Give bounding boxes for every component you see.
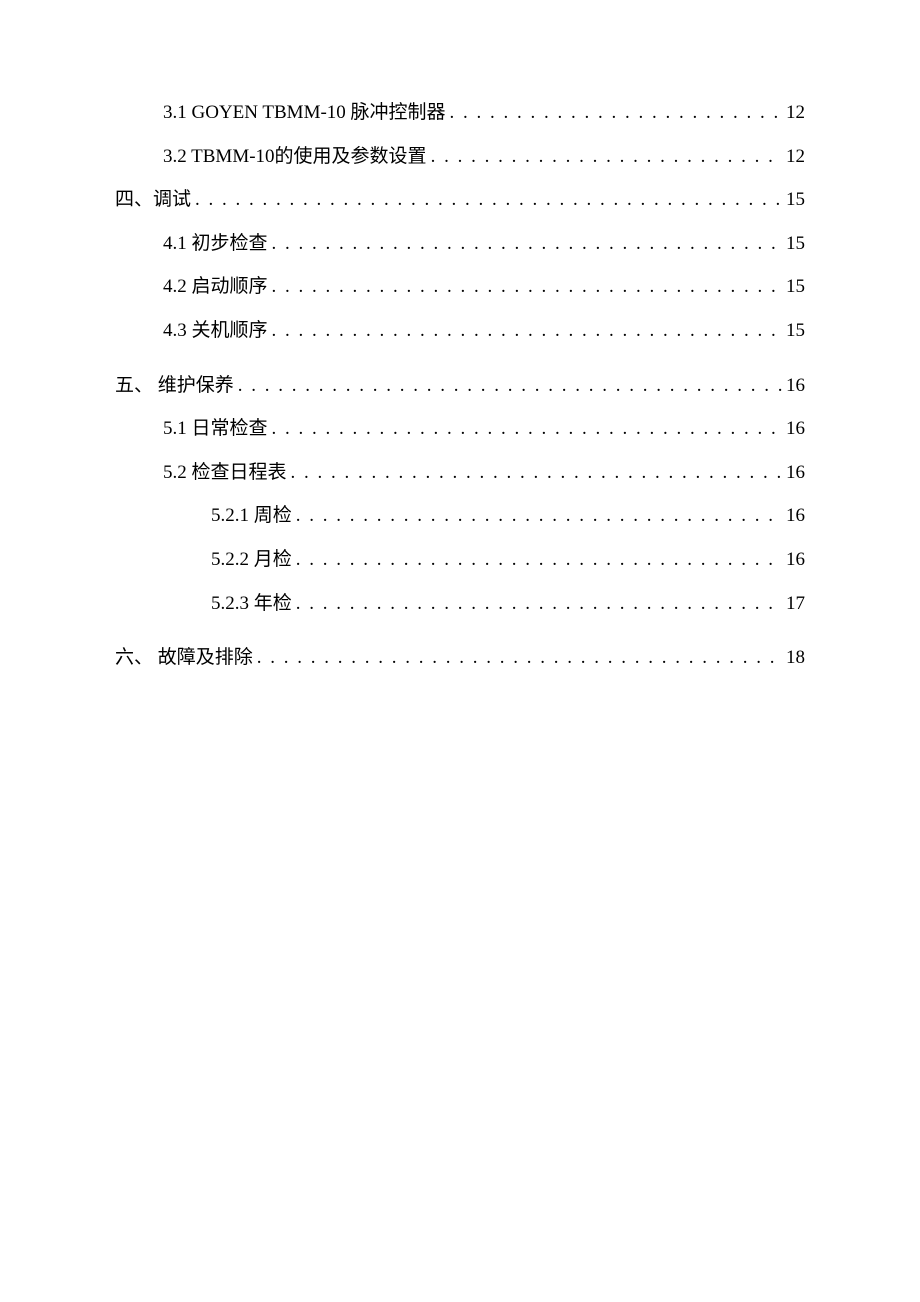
toc-page-number: 16: [786, 460, 805, 487]
table-of-contents: 3.1 GOYEN TBMM-10 脉冲控制器. . . . . . . . .…: [115, 100, 805, 672]
toc-label: 4.2 启动顺序: [163, 274, 268, 301]
toc-label: 六、 故障及排除: [115, 645, 253, 672]
toc-label: 4.1 初步检查: [163, 231, 268, 258]
toc-page-number: 18: [786, 645, 805, 672]
toc-page-number: 16: [786, 416, 805, 443]
toc-dot-leader: . . . . . . . . . . . . . . . . . . . . …: [450, 100, 782, 127]
toc-dot-leader: . . . . . . . . . . . . . . . . . . . . …: [238, 373, 782, 400]
toc-dot-leader: . . . . . . . . . . . . . . . . . . . . …: [272, 318, 782, 345]
toc-entry: 5.2.2 月检. . . . . . . . . . . . . . . . …: [211, 547, 805, 574]
toc-label: 4.3 关机顺序: [163, 318, 268, 345]
toc-label: 四、调试: [115, 187, 191, 214]
toc-entry: 五、 维护保养. . . . . . . . . . . . . . . . .…: [115, 373, 805, 400]
toc-entry: 4.2 启动顺序. . . . . . . . . . . . . . . . …: [163, 274, 805, 301]
toc-entry: 4.3 关机顺序. . . . . . . . . . . . . . . . …: [163, 318, 805, 345]
toc-dot-leader: . . . . . . . . . . . . . . . . . . . . …: [272, 231, 782, 258]
toc-entry: 3.1 GOYEN TBMM-10 脉冲控制器. . . . . . . . .…: [163, 100, 805, 127]
toc-page-number: 12: [786, 100, 805, 127]
toc-dot-leader: . . . . . . . . . . . . . . . . . . . . …: [272, 274, 782, 301]
toc-entry: 六、 故障及排除. . . . . . . . . . . . . . . . …: [115, 645, 805, 672]
toc-label: 5.2 检查日程表: [163, 460, 287, 487]
toc-dot-leader: . . . . . . . . . . . . . . . . . . . . …: [257, 645, 782, 672]
toc-dot-leader: . . . . . . . . . . . . . . . . . . . . …: [195, 187, 782, 214]
toc-page-number: 16: [786, 373, 805, 400]
toc-label: 3.1 GOYEN TBMM-10 脉冲控制器: [163, 100, 446, 127]
toc-label: 五、 维护保养: [115, 373, 234, 400]
toc-page-number: 12: [786, 144, 805, 171]
toc-entry: 3.2 TBMM-10的使用及参数设置. . . . . . . . . . .…: [163, 144, 805, 171]
toc-entry: 5.2 检查日程表. . . . . . . . . . . . . . . .…: [163, 460, 805, 487]
toc-dot-leader: . . . . . . . . . . . . . . . . . . . . …: [291, 460, 782, 487]
toc-dot-leader: . . . . . . . . . . . . . . . . . . . . …: [431, 144, 782, 171]
toc-label: 5.2.2 月检: [211, 547, 292, 574]
toc-page-number: 16: [786, 547, 805, 574]
toc-label: 3.2 TBMM-10的使用及参数设置: [163, 144, 427, 171]
toc-page-number: 15: [786, 274, 805, 301]
toc-dot-leader: . . . . . . . . . . . . . . . . . . . . …: [296, 547, 782, 574]
toc-dot-leader: . . . . . . . . . . . . . . . . . . . . …: [296, 503, 782, 530]
toc-dot-leader: . . . . . . . . . . . . . . . . . . . . …: [272, 416, 782, 443]
toc-page-number: 15: [786, 187, 805, 214]
toc-page-number: 16: [786, 503, 805, 530]
toc-entry: 5.2.1 周检. . . . . . . . . . . . . . . . …: [211, 503, 805, 530]
toc-page-number: 15: [786, 318, 805, 345]
toc-entry: 5.1 日常检查. . . . . . . . . . . . . . . . …: [163, 416, 805, 443]
toc-page-number: 15: [786, 231, 805, 258]
toc-label: 5.2.1 周检: [211, 503, 292, 530]
toc-dot-leader: . . . . . . . . . . . . . . . . . . . . …: [296, 591, 782, 618]
toc-entry: 5.2.3 年检. . . . . . . . . . . . . . . . …: [211, 591, 805, 618]
toc-page-number: 17: [786, 591, 805, 618]
toc-label: 5.1 日常检查: [163, 416, 268, 443]
toc-entry: 四、调试. . . . . . . . . . . . . . . . . . …: [115, 187, 805, 214]
toc-label: 5.2.3 年检: [211, 591, 292, 618]
toc-entry: 4.1 初步检查. . . . . . . . . . . . . . . . …: [163, 231, 805, 258]
